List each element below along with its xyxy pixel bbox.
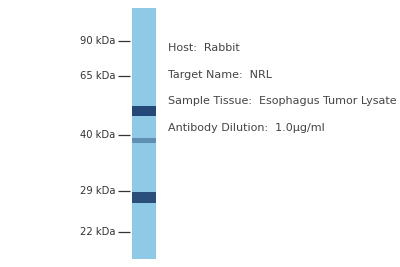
Text: Antibody Dilution:  1.0μg/ml: Antibody Dilution: 1.0μg/ml bbox=[168, 123, 325, 133]
Text: 90 kDa: 90 kDa bbox=[80, 36, 115, 46]
Bar bbox=[132, 192, 156, 203]
Text: 22 kDa: 22 kDa bbox=[80, 227, 115, 237]
Text: 29 kDa: 29 kDa bbox=[80, 186, 115, 196]
Bar bbox=[132, 8, 156, 259]
Bar bbox=[132, 106, 156, 116]
Text: Target Name:  NRL: Target Name: NRL bbox=[168, 70, 272, 80]
Text: Sample Tissue:  Esophagus Tumor Lysate: Sample Tissue: Esophagus Tumor Lysate bbox=[168, 96, 397, 107]
Bar bbox=[132, 138, 156, 143]
Text: 65 kDa: 65 kDa bbox=[80, 71, 115, 81]
Text: 40 kDa: 40 kDa bbox=[80, 130, 115, 140]
Text: Host:  Rabbit: Host: Rabbit bbox=[168, 43, 240, 53]
